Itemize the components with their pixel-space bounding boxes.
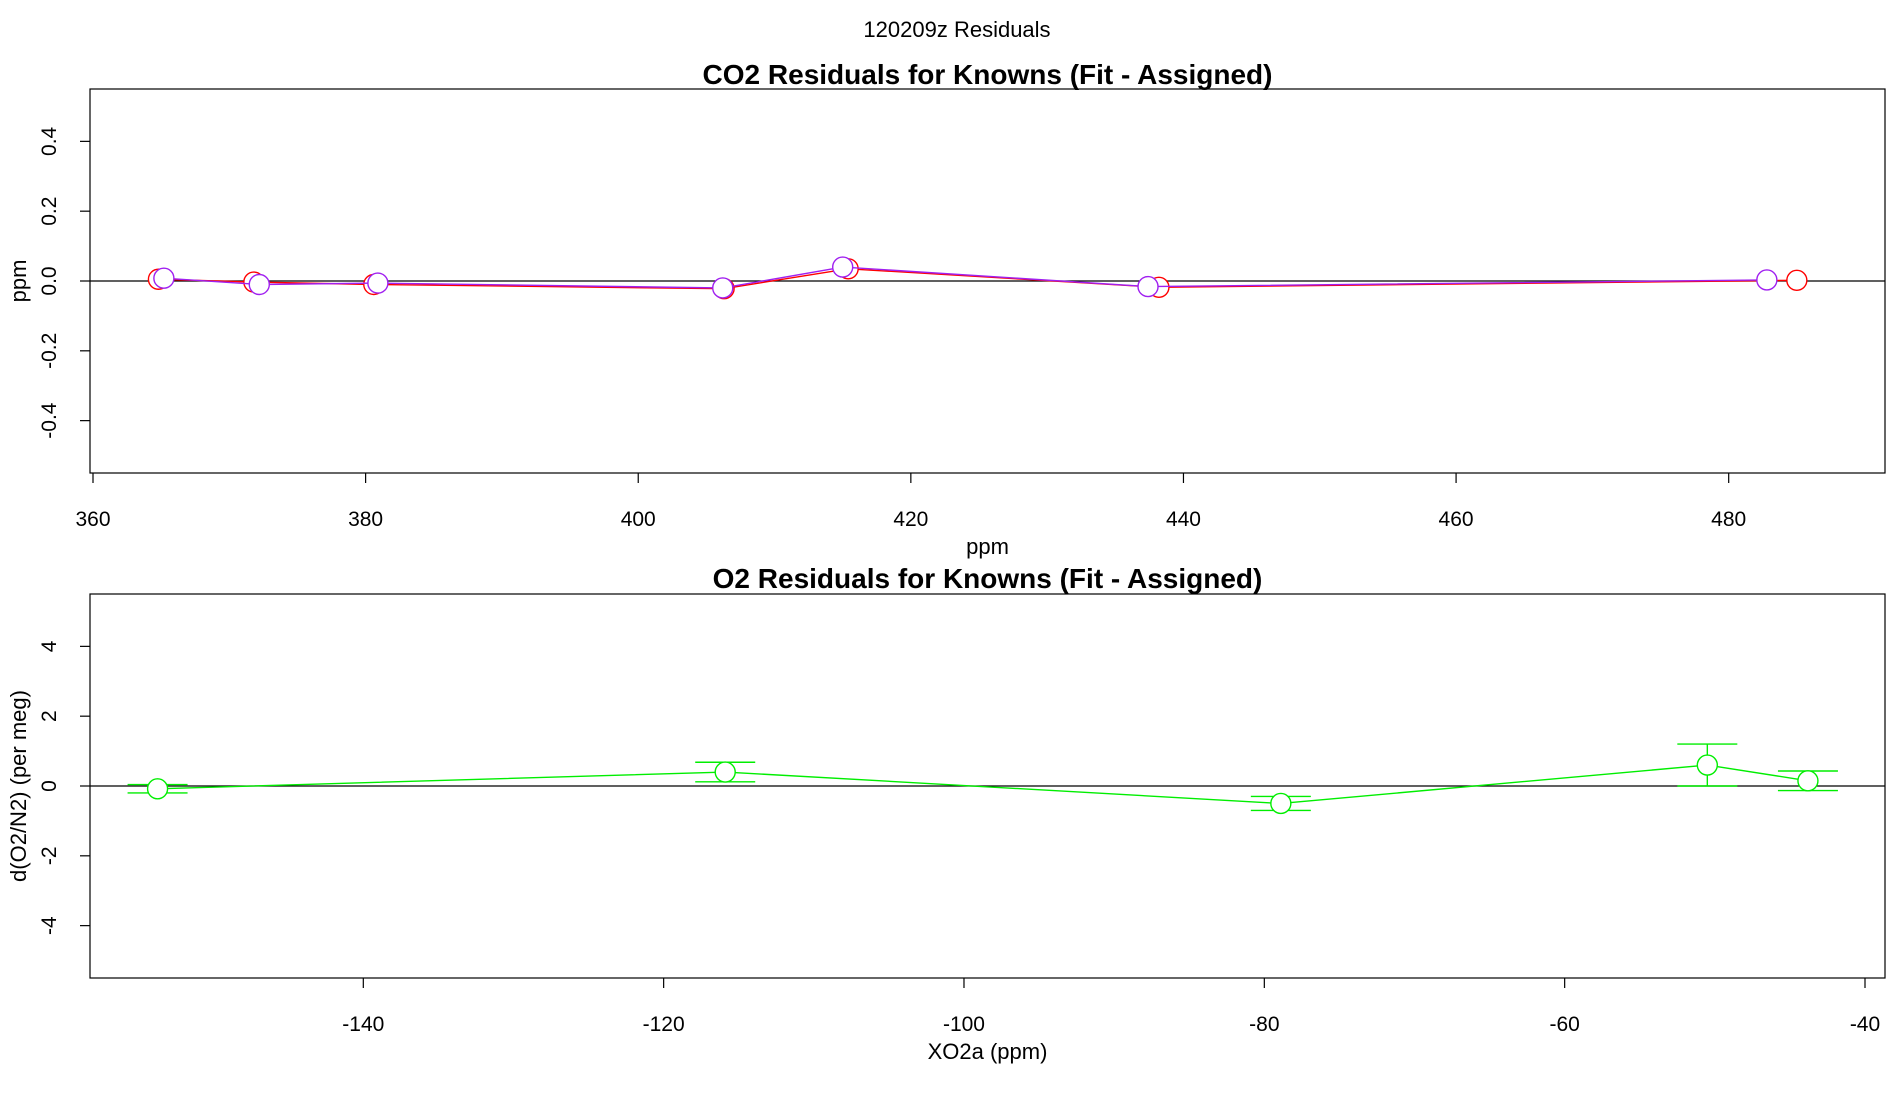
series-line	[157, 764, 1809, 805]
y-tick-label: -2	[38, 846, 61, 865]
y-tick-label: 2	[38, 710, 61, 722]
x-tick-label: 400	[621, 508, 656, 531]
data-point	[714, 761, 736, 783]
x-tick-label: -120	[643, 1013, 685, 1036]
o2-residuals-panel: O2 Residuals for Knowns (Fit - Assigned)…	[6, 563, 1886, 1064]
y-tick-label: 0.2	[38, 197, 61, 226]
x-axis-label: XO2a (ppm)	[928, 1039, 1048, 1064]
y-tick-label: 0.4	[38, 126, 61, 156]
x-tick-label: 460	[1439, 508, 1474, 531]
panel-title: O2 Residuals for Knowns (Fit - Assigned)	[713, 563, 1263, 594]
data-point	[1696, 754, 1719, 776]
x-tick-label: 360	[75, 508, 110, 531]
x-tick-label: 380	[348, 508, 383, 531]
data-point	[1756, 269, 1778, 291]
data-point	[831, 256, 854, 278]
x-tick-label: -80	[1249, 1013, 1279, 1036]
data-point	[1797, 770, 1819, 792]
figure-title: 120209z Residuals	[863, 17, 1050, 42]
data-point	[1137, 275, 1159, 298]
x-tick-label: -100	[943, 1013, 985, 1036]
y-tick-label: 4	[38, 640, 61, 652]
y-tick-label: -0.4	[38, 402, 61, 439]
data-point	[248, 273, 270, 296]
data-point	[153, 267, 175, 289]
x-tick-label: -140	[342, 1013, 384, 1036]
co2-residuals-panel: CO2 Residuals for Knowns (Fit - Assigned…	[6, 59, 1886, 559]
x-tick-label: -40	[1850, 1013, 1880, 1036]
x-tick-label: -60	[1549, 1013, 1579, 1036]
data-point	[367, 272, 389, 294]
data-point	[1270, 792, 1292, 815]
x-tick-label: 420	[893, 508, 928, 531]
y-axis-label: d(O2/N2) (per meg)	[6, 690, 31, 882]
x-tick-label: 440	[1166, 508, 1201, 531]
y-tick-label: 0	[38, 780, 61, 792]
data-point	[1786, 269, 1808, 292]
x-axis-label: ppm	[966, 534, 1009, 559]
x-tick-label: 480	[1711, 508, 1746, 531]
data-point	[712, 277, 734, 299]
series-line	[158, 268, 1797, 290]
y-tick-label: 0.0	[38, 266, 61, 295]
y-tick-label: -0.2	[38, 333, 61, 369]
y-tick-label: -4	[38, 916, 61, 935]
panel-title: CO2 Residuals for Knowns (Fit - Assigned…	[703, 59, 1273, 90]
data-point	[146, 778, 169, 800]
y-axis-label: ppm	[6, 260, 31, 303]
